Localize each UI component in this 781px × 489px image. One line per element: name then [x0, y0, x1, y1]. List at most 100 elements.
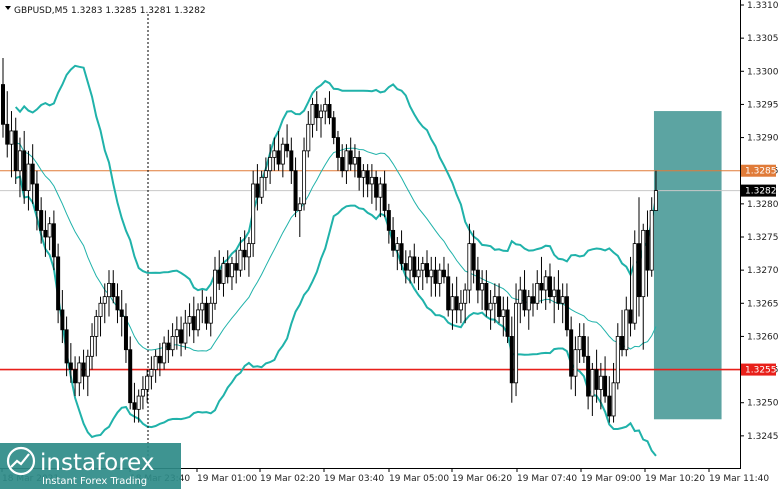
- candle: [297, 197, 302, 237]
- candle: [335, 130, 340, 171]
- candle: [509, 316, 514, 403]
- candle: [514, 283, 519, 397]
- candle-body-up: [183, 322, 188, 344]
- candle: [73, 356, 78, 397]
- candle-body-up: [212, 269, 217, 304]
- candle: [77, 356, 82, 397]
- candle-body-down: [132, 402, 137, 410]
- candle: [263, 157, 268, 191]
- bollinger-upper-band: [14, 64, 657, 292]
- candle-body-up: [463, 289, 468, 304]
- candle: [399, 230, 404, 271]
- candle-body-up: [107, 282, 112, 298]
- candle: [403, 250, 408, 284]
- candle: [280, 137, 285, 178]
- candle-body-up: [102, 296, 107, 304]
- y-tick-label: 1.3310: [747, 1, 779, 11]
- candle: [632, 230, 637, 330]
- candle: [454, 276, 459, 324]
- candle-body-down: [204, 302, 209, 324]
- candle-body-down: [285, 143, 290, 152]
- candle: [471, 230, 476, 284]
- candle-body-down: [564, 296, 569, 331]
- candle-body-up: [653, 190, 658, 211]
- candle-body-up: [323, 104, 328, 112]
- candle-body-down: [335, 137, 340, 158]
- candle-body-up: [361, 170, 366, 178]
- candle-body-up: [560, 296, 565, 304]
- candle-body-up: [310, 104, 315, 125]
- candle-body-up: [458, 302, 463, 311]
- candle: [386, 203, 391, 244]
- candle-body-down: [374, 176, 379, 198]
- candle: [115, 283, 120, 324]
- x-tick-label: 19 Mar 05:00: [389, 474, 449, 484]
- candle-body-down: [30, 163, 35, 185]
- candle: [645, 210, 650, 297]
- candle-body-up: [272, 150, 277, 158]
- candle: [615, 323, 620, 390]
- candle: [497, 283, 502, 324]
- candle-body-down: [293, 170, 298, 211]
- candle-body-up: [268, 157, 273, 172]
- candle-body-down: [441, 269, 446, 278]
- candle-body-down: [569, 329, 574, 377]
- candle-body-up: [552, 289, 557, 298]
- candle: [649, 197, 654, 277]
- candle: [412, 243, 417, 284]
- candle: [191, 296, 196, 344]
- candle-body-up: [263, 170, 268, 178]
- candle: [391, 217, 396, 257]
- candle-body-up: [649, 210, 654, 271]
- candle-body-down: [412, 256, 417, 278]
- candle-body-up: [170, 336, 175, 351]
- candle: [212, 256, 217, 310]
- candle: [68, 343, 73, 383]
- candle: [26, 150, 31, 211]
- candle: [145, 369, 150, 403]
- candle-body-down: [522, 289, 527, 311]
- candle: [620, 309, 625, 357]
- candle-body-up: [450, 296, 455, 311]
- candle: [327, 91, 332, 125]
- candle-body-down: [348, 150, 353, 165]
- candle-body-down: [607, 395, 612, 417]
- candle: [378, 177, 383, 218]
- candle: [34, 170, 39, 231]
- chart-menu-icon[interactable]: [5, 6, 11, 10]
- candle: [255, 164, 260, 211]
- candle: [98, 296, 103, 337]
- instaforex-logo-mark: [10, 453, 30, 468]
- candle: [488, 290, 493, 330]
- candle-body-down: [382, 183, 387, 211]
- price-tags: 1.3285 1.3255 1.3282: [741, 164, 777, 376]
- candle: [340, 144, 345, 178]
- candle-body-up: [408, 256, 413, 271]
- candle-body-down: [594, 369, 599, 390]
- candle: [492, 283, 497, 324]
- candle-body-down: [365, 170, 370, 185]
- candle: [607, 376, 612, 423]
- candle-body-up: [302, 150, 307, 205]
- x-tick-label: 19 Mar 06:20: [452, 474, 512, 484]
- candle: [573, 336, 578, 397]
- candle: [352, 144, 357, 178]
- candle: [208, 296, 213, 337]
- candle: [463, 283, 468, 324]
- candle: [586, 336, 591, 410]
- candle-body-up: [598, 375, 603, 390]
- candle-body-up: [136, 395, 141, 410]
- candle-body-down: [217, 269, 222, 284]
- candle-body-down: [314, 104, 319, 119]
- candle: [594, 349, 599, 403]
- candle: [251, 170, 256, 257]
- candle-body-down: [509, 336, 514, 384]
- candle-body-up: [573, 349, 578, 377]
- candle: [310, 97, 315, 138]
- candle: [234, 250, 239, 284]
- candle: [598, 362, 603, 410]
- candle: [259, 170, 264, 204]
- candle-body-down: [497, 296, 502, 317]
- candle: [22, 130, 27, 204]
